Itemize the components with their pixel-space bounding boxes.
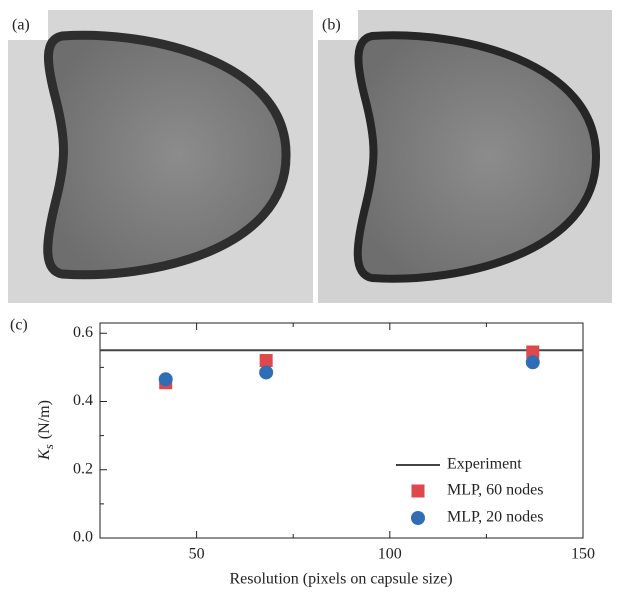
y-tick-label: 0.2 [73, 460, 93, 477]
legend-marker [411, 484, 425, 498]
y-tick-label: 0.4 [73, 392, 93, 409]
image-b [318, 10, 612, 303]
panel-label: (a) [12, 17, 30, 34]
data-point [525, 355, 540, 370]
data-point [259, 365, 274, 380]
y-label-symbol: K [36, 448, 53, 461]
legend-label: Experiment [447, 456, 522, 473]
x-tick-label: 150 [571, 546, 595, 563]
legend-label: MLP, 60 nodes [447, 482, 543, 499]
y-axis-label: Ks (N/m) [36, 400, 56, 461]
panel-label: (b) [322, 17, 341, 34]
panel-label: (c) [10, 317, 28, 334]
data-point [259, 354, 273, 368]
y-label-unit: (N/m) [36, 400, 53, 439]
data-point [158, 372, 173, 387]
x-tick-label: 100 [378, 546, 402, 563]
x-axis-label: Resolution (pixels on capsule size) [229, 571, 452, 588]
plot-frame [99, 322, 584, 539]
x-tick-label: 50 [189, 546, 205, 563]
image-a [8, 10, 313, 303]
legend-marker [411, 511, 425, 525]
y-tick-label: 0.6 [73, 324, 93, 341]
legend-label: MLP, 20 nodes [447, 509, 543, 526]
data-point [526, 345, 540, 359]
y-label-subscript: s [41, 444, 56, 449]
y-tick-label: 0.0 [73, 529, 93, 546]
